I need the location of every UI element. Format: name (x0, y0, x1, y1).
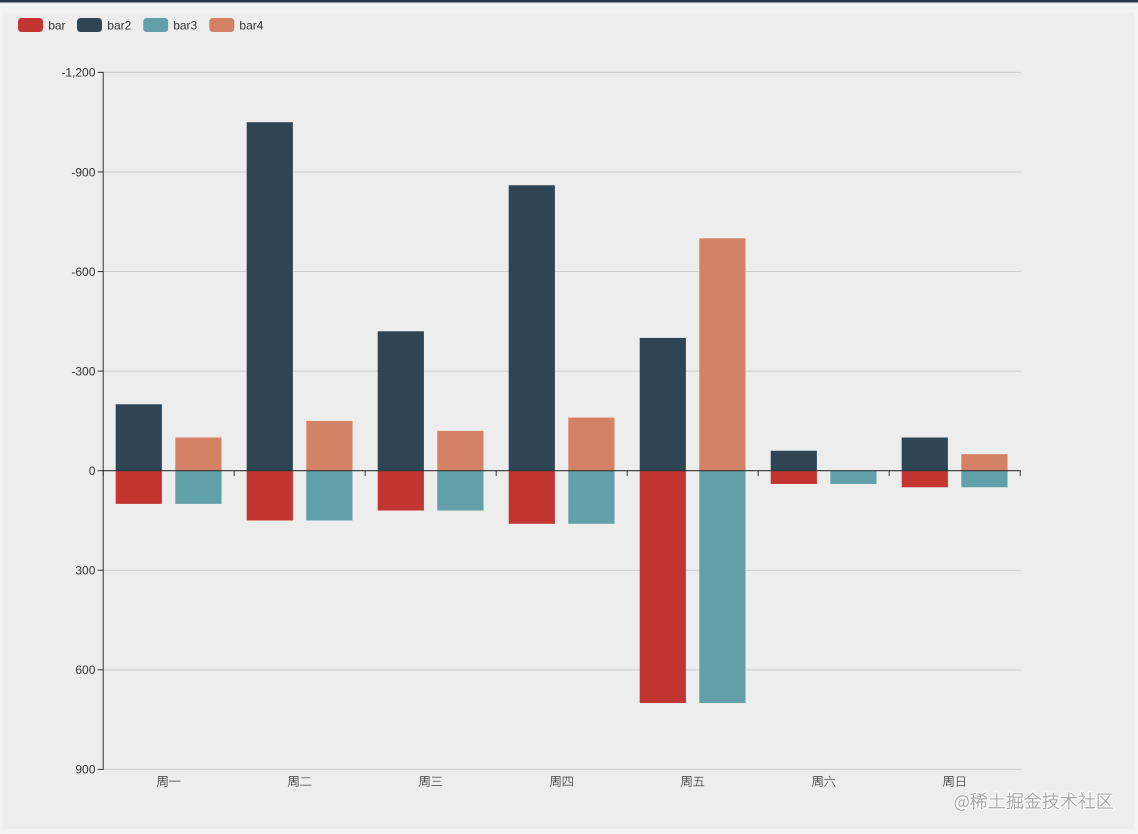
svg-text:900: 900 (75, 763, 95, 777)
svg-text:0: 0 (89, 464, 96, 478)
svg-text:-300: -300 (71, 364, 95, 378)
svg-text:-600: -600 (71, 265, 95, 279)
svg-text:bar2: bar2 (107, 18, 131, 32)
svg-text:600: 600 (75, 663, 95, 677)
svg-text:bar3: bar3 (173, 18, 197, 32)
svg-text:-900: -900 (71, 165, 95, 179)
svg-text:bar: bar (48, 18, 65, 32)
svg-text:-1,200: -1,200 (61, 66, 95, 80)
svg-text:bar4: bar4 (239, 18, 263, 32)
svg-text:300: 300 (75, 564, 95, 578)
